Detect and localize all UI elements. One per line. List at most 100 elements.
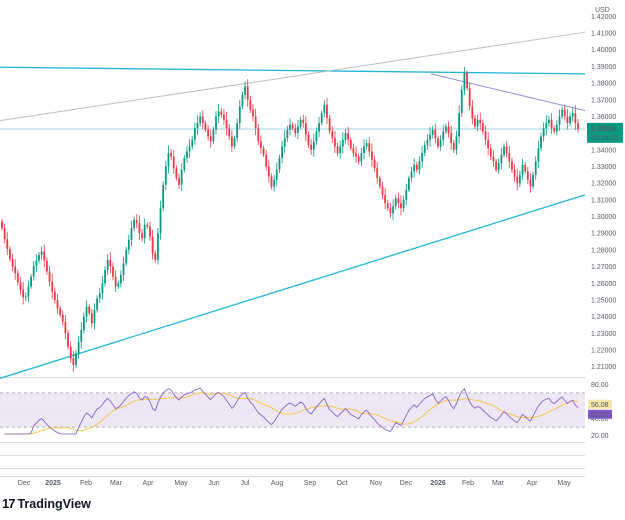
candle-body <box>312 141 315 150</box>
candle-body <box>320 113 323 124</box>
candle-body <box>450 133 453 144</box>
candle-body <box>96 298 99 310</box>
candle-body <box>444 126 447 132</box>
time-tick-label: Jul <box>241 480 250 487</box>
price-tick-label: 1.22000 <box>591 347 616 354</box>
candle-body <box>418 161 421 170</box>
candle-body <box>130 228 133 240</box>
last-price-badge <box>587 122 623 143</box>
candle-body <box>32 265 35 277</box>
candle-body <box>14 266 17 274</box>
tradingview-logo: 17 TradingView <box>2 496 91 511</box>
candle-body <box>489 148 492 157</box>
candle-body <box>334 138 336 147</box>
rsi-tick-label: 20.00 <box>591 433 609 440</box>
candle-body <box>548 119 550 124</box>
candle-body <box>27 286 30 297</box>
candle-body <box>223 114 225 120</box>
rsi-value-badge <box>588 399 612 409</box>
candle-body <box>133 219 136 229</box>
candle-body <box>328 118 331 132</box>
candle-body <box>474 118 476 127</box>
trendline <box>431 73 586 112</box>
candle-body <box>6 239 9 250</box>
candle-body <box>553 128 556 132</box>
candle-body <box>566 116 569 124</box>
candle-body <box>484 131 487 140</box>
candle-body <box>178 178 180 185</box>
candle-body <box>397 198 400 204</box>
candle-body <box>233 138 236 147</box>
candle-body <box>262 148 265 155</box>
candle-body <box>463 73 466 90</box>
candle-body <box>310 144 313 150</box>
candle-body <box>431 129 434 135</box>
candle-body <box>246 86 249 100</box>
candle-body <box>479 119 482 124</box>
candle-body <box>466 73 468 89</box>
price-tick-label: 1.42000 <box>591 14 616 21</box>
candle-body <box>172 156 175 169</box>
candle-body <box>254 116 257 129</box>
candle-body <box>141 233 143 239</box>
candle-body <box>204 123 207 130</box>
rsi-line <box>4 387 579 435</box>
candle-body <box>281 146 283 159</box>
candle-body <box>146 224 149 227</box>
candle-body <box>413 164 416 172</box>
candle-body <box>127 239 130 250</box>
candle-body <box>577 123 579 129</box>
candle-body <box>495 161 497 170</box>
price-tick-label: 1.21000 <box>591 364 616 371</box>
candle-body <box>555 124 558 132</box>
candle-body <box>67 333 69 347</box>
candle-body <box>283 138 286 147</box>
price-tick-label: 1.23000 <box>591 331 616 338</box>
price-tick-label: 1.27000 <box>591 264 616 271</box>
candle-body <box>64 321 67 334</box>
candle-body <box>511 161 513 170</box>
time-tick-label: Dec <box>18 480 31 487</box>
candle-body <box>114 276 117 287</box>
price-tick-label: 1.36000 <box>591 114 616 121</box>
candle-body <box>117 283 120 287</box>
candle-body <box>415 164 418 170</box>
rsi-ma-line <box>4 392 579 435</box>
candle-body <box>344 133 347 140</box>
candle-body <box>304 123 307 135</box>
candle-body <box>164 166 167 185</box>
candle-body <box>524 164 527 172</box>
candle-body <box>109 259 112 267</box>
candle-body <box>331 131 334 139</box>
candle-body <box>286 129 289 139</box>
candle-body <box>439 139 442 147</box>
candle-body <box>323 104 326 114</box>
candle-body <box>238 106 241 124</box>
time-tick-label: Apr <box>143 480 155 487</box>
candle-body <box>542 128 545 137</box>
candle-body <box>434 129 437 139</box>
candle-body <box>69 346 72 359</box>
rsi-ma-value: 51.81 <box>591 412 609 419</box>
price-tick-label: 1.26000 <box>591 281 616 288</box>
candle-body <box>11 259 14 267</box>
candle-body <box>468 88 471 107</box>
time-tick-label: Nov <box>370 480 383 487</box>
candle-body <box>162 184 165 209</box>
price-tick-label: 1.32000 <box>591 181 616 188</box>
candle-body <box>529 179 532 187</box>
candle-body <box>521 164 524 175</box>
price-tick-label: 1.30000 <box>591 214 616 221</box>
candle-body <box>571 113 574 117</box>
price-tick-label: 1.29000 <box>591 231 616 238</box>
time-tick-label: Jun <box>208 480 219 487</box>
countdown-value: 16:54:33 <box>591 135 618 142</box>
candle-body <box>376 168 379 179</box>
candle-body <box>156 233 159 260</box>
candle-body <box>341 139 344 147</box>
candle-body <box>365 143 368 147</box>
tradingview-logo-name: TradingView <box>17 496 91 511</box>
rsi-ma-value-badge <box>588 409 612 419</box>
candle-body <box>563 109 566 117</box>
candle-body <box>188 146 191 152</box>
